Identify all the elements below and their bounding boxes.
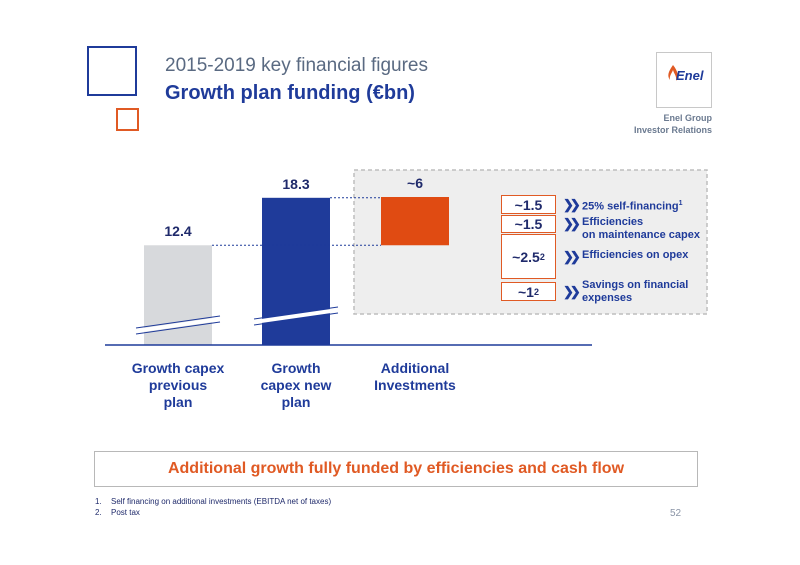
breakdown-value-sup: 2 (533, 286, 539, 297)
breakdown-value-sup: 2 (539, 251, 545, 262)
bar-value-label-1: 12.4 (164, 223, 192, 240)
breakdown-label-4: Savings on financial expenses (582, 279, 689, 304)
logo-flame-icon (668, 65, 678, 81)
breakdown-label-3: Efficiencies on opex (582, 249, 689, 261)
bar-3 (381, 197, 449, 246)
breakdown-value-4: ~1 2 (501, 282, 556, 301)
org-line-2: Investor Relations (633, 125, 712, 135)
footnote-text: Post tax (111, 508, 140, 517)
page-number: 52 (670, 508, 682, 519)
org-info: Enel Group Investor Relations (600, 112, 712, 136)
org-line-1: Enel Group (663, 113, 712, 123)
scale-break-line (135, 315, 221, 329)
footnote-2: 2. Post tax (95, 507, 331, 518)
scale-break-line (253, 306, 339, 320)
page-title: 2015-2019 key financial figures (165, 55, 429, 76)
breakdown-value-text: ~1.5 (514, 196, 543, 213)
breakdown-value-text: ~1 (518, 283, 534, 300)
logo-text: Enel (676, 68, 704, 83)
footnote-num: 1. (95, 497, 102, 506)
footnote-text: Self financing on additional investments… (111, 497, 332, 506)
breakdown-value-text: ~2.5 (512, 248, 540, 265)
breakdown-label-2: Efficiencies on maintenance capex (582, 216, 700, 241)
enel-logo: Enel (656, 52, 712, 108)
double-chevron-icon: ❯❯ (563, 248, 581, 264)
double-chevron-icon: ❯❯ (563, 216, 581, 231)
bar-2 (262, 197, 330, 345)
category-label-3: Additional Investments (374, 360, 456, 393)
scale-break-gap (253, 308, 339, 324)
double-chevron-icon: ❯❯ (563, 196, 581, 212)
footnote-1: 1. Self financing on additional investmen… (95, 496, 331, 507)
bar-value-label-3: ~6 (407, 175, 423, 191)
breakdown-value-1: ~1.5 (501, 195, 556, 214)
scale-break-line (135, 321, 221, 335)
conclusion-box: Additional growth fully funded by effici… (94, 451, 698, 487)
decor-square-orange (116, 108, 139, 131)
breakdown-value-2: ~1.5 (501, 215, 556, 233)
category-label-2: Growth capex new plan (260, 360, 332, 410)
scale-break-line (253, 312, 339, 326)
breakdown-label-1: 25% self-financing1 (582, 200, 683, 213)
category-label-1: Growth capex previous plan (131, 360, 225, 410)
footnote-num: 2. (95, 508, 102, 517)
bar-value-label-2: 18.3 (282, 175, 310, 192)
breakdown-value-text: ~1.5 (514, 216, 543, 232)
breakdown-value-3: ~2.5 2 (501, 234, 556, 279)
page-subtitle: Growth plan funding (€bn) (165, 82, 415, 104)
scale-break-gap (135, 317, 221, 333)
double-chevron-icon: ❯❯ (563, 283, 581, 299)
footnotes: 1. Self financing on additional investmen… (95, 496, 331, 518)
decor-square-blue (87, 46, 137, 96)
